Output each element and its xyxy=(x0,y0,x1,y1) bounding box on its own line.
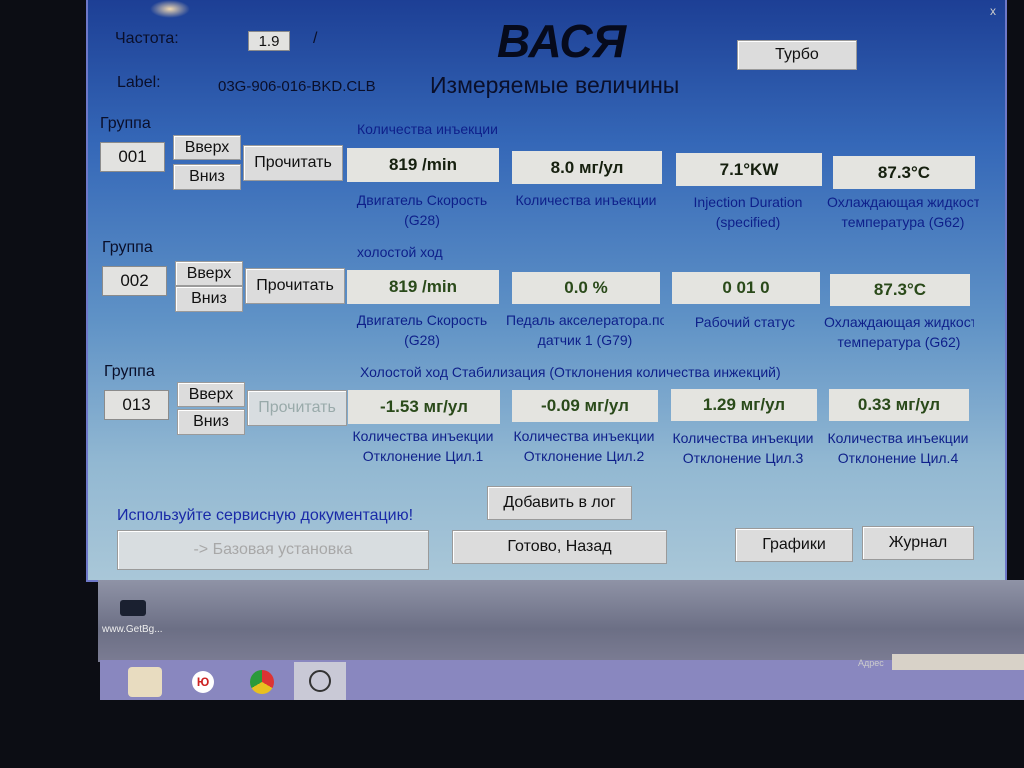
measured-value: -1.53 мг/ул xyxy=(348,390,500,424)
group-number-input[interactable]: 002 xyxy=(102,266,167,296)
group-up-button[interactable]: Вверх xyxy=(173,135,241,160)
group-read-button[interactable]: Прочитать xyxy=(245,268,345,304)
file-manager-icon[interactable] xyxy=(128,667,162,697)
frequency-value: 1.9 xyxy=(248,31,290,51)
yandex-icon[interactable]: Ю xyxy=(186,667,220,697)
section-title: Измеряемые величины xyxy=(430,72,680,98)
add-to-log-button[interactable]: Добавить в лог xyxy=(487,486,632,520)
measured-value: 0.0 % xyxy=(512,272,660,304)
label-line-1: Количества инъекции xyxy=(827,430,969,446)
label-line-1: Двигатель Скорость xyxy=(356,192,488,208)
label-line-2: (specified) xyxy=(715,214,781,230)
journal-button[interactable]: Журнал xyxy=(862,526,974,560)
group-caption: Группа xyxy=(100,115,151,132)
measured-value-label: Injection Duration (specified) xyxy=(670,192,826,232)
label-line-1: Количества инъекции xyxy=(352,428,494,444)
group-number-input[interactable]: 001 xyxy=(100,142,165,172)
measured-value-label: Рабочий статус xyxy=(666,312,824,332)
label-line-1: Педаль акселератора.положение xyxy=(506,312,664,328)
measured-value: 819 /min xyxy=(347,270,499,304)
label-line-2: температура (G62) xyxy=(837,334,961,350)
measured-value: -0.09 мг/ул xyxy=(512,390,658,422)
label-line-2: Отклонение Цил.1 xyxy=(362,448,484,464)
frequency-separator: / xyxy=(313,30,318,47)
label-line-1: Injection Duration xyxy=(693,194,803,210)
frequency-label: Частота: xyxy=(115,30,179,47)
group-up-button[interactable]: Вверх xyxy=(177,382,245,407)
done-back-button[interactable]: Готово, Назад xyxy=(452,530,667,564)
taskbar xyxy=(100,660,1024,700)
service-doc-notice: Используйте сервисную документацию! xyxy=(117,507,414,524)
vasya-logo xyxy=(309,670,331,692)
group-title: холостой ход xyxy=(357,244,443,260)
measured-value: 7.1°KW xyxy=(676,153,822,186)
group-up-button[interactable]: Вверх xyxy=(175,261,243,286)
label-line-2: датчик 1 (G79) xyxy=(537,332,633,348)
measured-value: 1.29 мг/ул xyxy=(671,389,817,421)
measured-value-label: Охлаждающая жидкость температура (G62) xyxy=(824,312,974,352)
desktop xyxy=(98,580,1024,662)
close-button[interactable]: x xyxy=(990,4,996,18)
measured-value-label: Количества инъекции Отклонение Цил.2 xyxy=(506,426,662,466)
desktop-shortcut-icon[interactable] xyxy=(120,600,146,616)
label-line-2: (G28) xyxy=(404,212,440,228)
label-line-2: Отклонение Цил.2 xyxy=(523,448,645,464)
measured-value-label: Количества инъекции Отклонение Цил.4 xyxy=(823,428,973,468)
measured-value: 87.3°C xyxy=(830,274,970,306)
glare xyxy=(150,0,190,18)
vasya-app-icon[interactable] xyxy=(294,662,346,700)
desktop-shortcut-label[interactable]: www.GetBg... xyxy=(102,624,163,635)
measured-value-label: Количества инъекции Отклонение Цил.1 xyxy=(342,426,504,466)
label-line-1: Двигатель Скорость xyxy=(356,312,488,328)
label-line-2: Отклонение Цил.3 xyxy=(682,450,804,466)
label-caption: Label: xyxy=(117,74,161,91)
measured-value: 0 01 0 xyxy=(672,272,820,304)
label-line-2: Отклонение Цил.4 xyxy=(837,450,959,466)
group-caption: Группа xyxy=(102,239,153,256)
measured-value-label: Двигатель Скорость (G28) xyxy=(341,310,503,350)
label-line-1: Охлаждающая жидкость xyxy=(824,314,974,330)
measured-value-label: Охлаждающая жидкость температура (G62) xyxy=(827,192,979,232)
chrome-logo xyxy=(250,670,274,694)
measured-value-label: Количества инъекции Отклонение Цил.3 xyxy=(665,428,821,468)
address-label: Адрес xyxy=(858,658,884,668)
group-read-button[interactable]: Прочитать xyxy=(247,390,347,426)
group-down-button[interactable]: Вниз xyxy=(173,164,241,190)
group-number-input[interactable]: 013 xyxy=(104,390,169,420)
label-line-2: температура (G62) xyxy=(841,214,965,230)
label-line-1: Количества инъекции xyxy=(515,192,657,208)
chrome-icon[interactable] xyxy=(245,667,279,697)
turbo-button[interactable]: Турбо xyxy=(737,40,857,70)
basic-setting-button[interactable]: -> Базовая установка xyxy=(117,530,429,570)
measured-value: 8.0 мг/ул xyxy=(512,151,662,184)
group-down-button[interactable]: Вниз xyxy=(175,286,243,312)
label-line-1: Рабочий статус xyxy=(694,314,796,330)
measured-value-label: Двигатель Скорость (G28) xyxy=(341,190,503,230)
label-line-1: Количества инъекции xyxy=(672,430,814,446)
label-line-2: (G28) xyxy=(404,332,440,348)
graphs-button[interactable]: Графики xyxy=(735,528,853,562)
measured-value: 819 /min xyxy=(347,148,499,182)
group-title: Количества инъекции xyxy=(357,121,498,137)
measured-value-label: Количества инъекции xyxy=(506,190,666,210)
app-title: ВАСЯ xyxy=(497,15,627,67)
measured-value-label: Педаль акселератора.положение датчик 1 (G… xyxy=(506,310,664,350)
label-file: 03G-906-016-BKD.CLB xyxy=(218,78,376,95)
label-line-1: Количества инъекции xyxy=(513,428,655,444)
group-title: Холостой ход Стабилизация (Отклонения ко… xyxy=(360,364,781,380)
label-line-1: Охлаждающая жидкость xyxy=(827,194,979,210)
group-caption: Группа xyxy=(104,363,155,380)
yandex-glyph: Ю xyxy=(192,671,214,693)
group-read-button[interactable]: Прочитать xyxy=(243,145,343,181)
measured-value: 87.3°C xyxy=(833,156,975,189)
measured-value: 0.33 мг/ул xyxy=(829,389,969,421)
group-down-button[interactable]: Вниз xyxy=(177,409,245,435)
address-input[interactable] xyxy=(892,654,1024,670)
